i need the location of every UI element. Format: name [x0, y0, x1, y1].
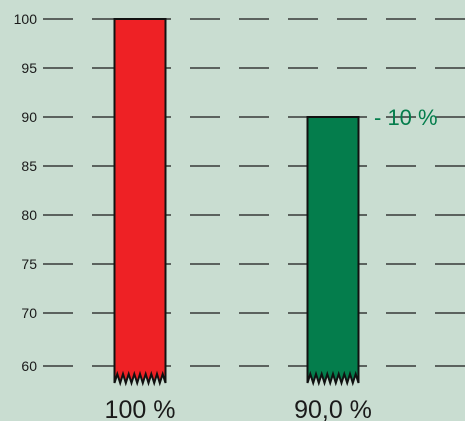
y-tick-label: 60	[21, 358, 37, 374]
category-label: 100 %	[105, 396, 176, 421]
y-tick-label: 100	[14, 11, 38, 27]
y-tick-label: 90	[21, 109, 37, 125]
difference-annotation: - 10 %	[374, 105, 438, 130]
annotations: - 10 %	[374, 105, 438, 130]
category-label: 90,0 %	[294, 396, 372, 421]
y-tick-labels: 100 95 90 85 80 75 70 60	[14, 11, 38, 374]
y-tick-label: 70	[21, 305, 37, 321]
y-tick-label: 95	[21, 60, 37, 76]
bars	[113, 18, 360, 387]
y-tick-label: 85	[21, 158, 37, 174]
bar-2	[306, 116, 360, 387]
category-labels: 100 % 90,0 %	[105, 396, 372, 421]
y-tick-label: 80	[21, 207, 37, 223]
y-tick-label: 75	[21, 256, 37, 272]
bar-1	[113, 18, 167, 387]
